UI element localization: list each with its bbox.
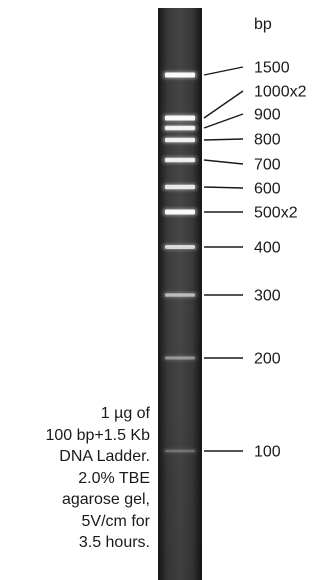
- band-label-800: 800: [254, 132, 281, 149]
- band-label-400: 400: [254, 240, 281, 257]
- band-200: [165, 356, 195, 360]
- leader-line-1500: [203, 66, 244, 76]
- band-1500: [165, 72, 195, 78]
- caption-line-5: agarose gel,: [61, 491, 150, 508]
- band-600: [165, 184, 195, 190]
- band-800: [165, 137, 195, 143]
- band-label-100: 100: [254, 444, 281, 461]
- band-label-1500: 1500: [254, 60, 290, 77]
- band-500x2: [165, 209, 195, 215]
- caption-line-6: 5V/cm for: [81, 512, 150, 530]
- band-glow-200: [163, 355, 197, 361]
- band-100: [165, 449, 195, 453]
- caption-line-7: 3.5 hours.: [78, 534, 150, 551]
- band-900: [165, 125, 195, 131]
- band-label-500x2: 500x2: [254, 205, 298, 222]
- leader-line-800: [203, 138, 244, 141]
- caption-line-2: 100 bp+1.5 Kb: [45, 426, 150, 444]
- band-label-700: 700: [254, 157, 281, 174]
- band-label-300: 300: [254, 288, 281, 305]
- leader-line-600: [203, 186, 244, 189]
- caption-line-1: 1 µg of: [100, 405, 150, 422]
- leader-line-700: [203, 159, 244, 165]
- band-label-1000x2: 1000x2: [254, 84, 307, 101]
- gel-caption: 1 µg of 100 bp+1.5 Kb DNA Ladder. 2.0% T…: [20, 403, 150, 554]
- band-label-leaders: [203, 66, 244, 452]
- band-label-200: 200: [254, 351, 281, 368]
- band-label-600: 600: [254, 181, 281, 198]
- band-label-900: 900: [254, 107, 281, 124]
- units-label: bp: [254, 16, 272, 33]
- band-glow-100: [163, 448, 197, 454]
- band-1000x2: [165, 115, 195, 121]
- band-400: [165, 245, 195, 249]
- caption-line-3: DNA Ladder.: [59, 448, 150, 465]
- leader-line-900: [203, 113, 244, 129]
- leader-line-1000x2: [203, 90, 244, 119]
- band-labels: 1500 1000x2 900 800 700 600 500x2 400 300 200 100: [254, 60, 307, 461]
- ladder-bands: [163, 71, 197, 454]
- band-700: [165, 157, 195, 163]
- band-300: [165, 293, 195, 297]
- caption-line-4: 2.0% TBE: [78, 469, 150, 487]
